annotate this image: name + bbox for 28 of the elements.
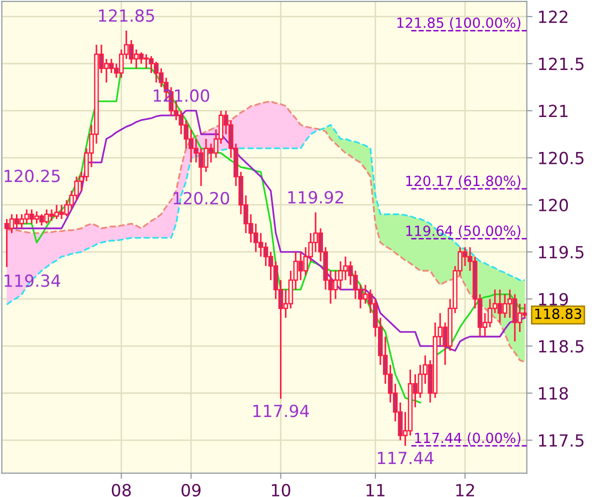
y-tick-label: 121.5 [539,58,584,70]
y-tick-label: 118 [539,387,568,400]
y-tick-label: 119.5 [539,246,584,258]
y-tick-label: 122 [539,10,568,23]
ref-line-label: 121.85 (100.00%) [397,17,520,30]
text: 118.83 [535,308,582,320]
annotation: 120.20 [174,192,230,204]
y-tick-label: 118.5 [539,340,584,353]
ref-line-label: 117.44 (0.00%) [415,432,520,445]
y-tick-label: 117.5 [539,434,584,447]
x-tick-label: 12 [456,484,474,496]
annotation: 119.92 [288,190,344,204]
annotation: 119.34 [4,274,60,287]
x-tick-label: 08 [112,484,131,496]
annotation: 120.25 [4,170,60,182]
y-tick-label: 120 [539,198,568,212]
ref-line-label: 120.17 (61.80%) [406,175,520,188]
annotation: 121.85 [98,9,154,22]
x-tick-label: 11 [366,484,384,496]
y-tick-label: 119 [539,292,568,306]
y-tick-label: 120.5 [539,152,584,164]
annotation: 117.44 [378,452,434,464]
line-series [6,124,526,306]
y-tick-label: 121 [539,104,568,118]
x-tick-label: 10 [272,484,290,496]
annotation: 117.94 [253,404,309,418]
ref-line-label: 119.64 (50.00%) [406,225,520,238]
x-tick-label: 09 [182,484,201,496]
